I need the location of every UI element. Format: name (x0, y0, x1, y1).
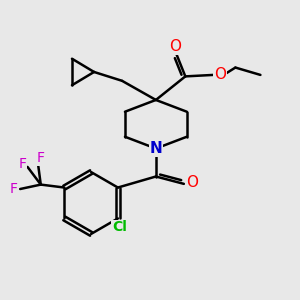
Text: N: N (149, 141, 162, 156)
Text: F: F (10, 182, 18, 196)
Text: Cl: Cl (112, 220, 127, 234)
Text: O: O (169, 39, 181, 54)
Text: O: O (214, 67, 226, 82)
Text: F: F (18, 157, 26, 171)
Text: F: F (37, 151, 45, 165)
Text: O: O (186, 175, 198, 190)
